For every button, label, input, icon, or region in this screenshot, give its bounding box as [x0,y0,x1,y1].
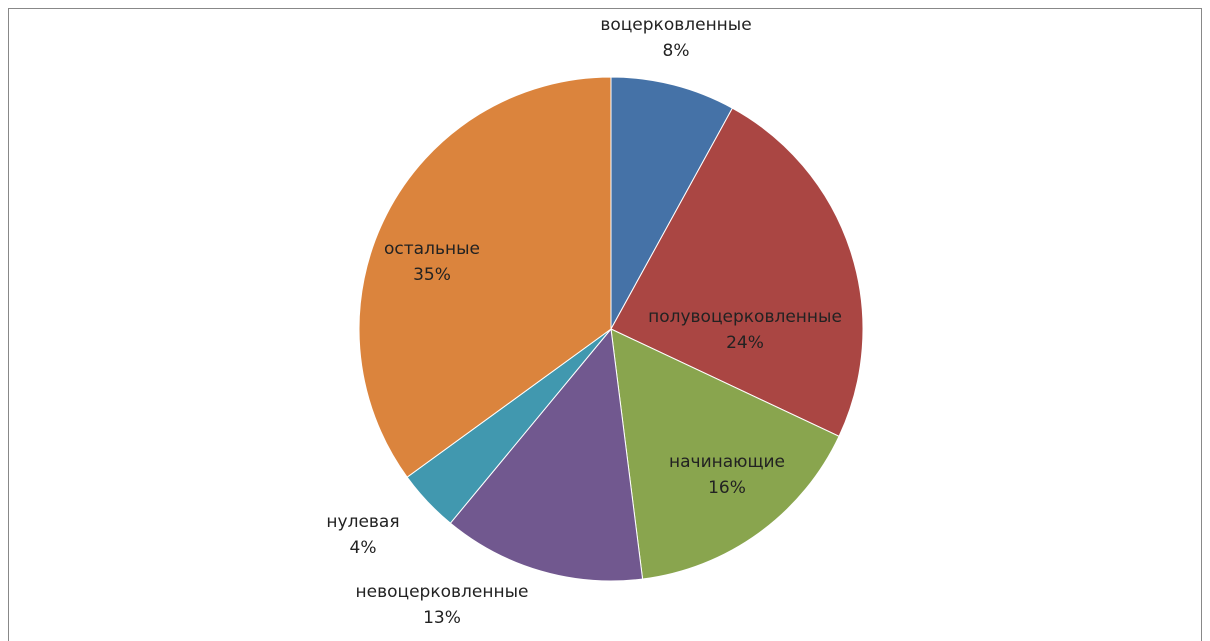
pie-slice [449,327,644,582]
pie-slice [610,107,864,437]
pie-slice [610,328,840,580]
pie-slice [358,76,612,478]
slice-value-label: 16% [708,478,746,498]
slice-value-label: 4% [350,538,377,558]
pie-slice [610,76,734,330]
slice-label: невоцерковленные [356,582,529,602]
slice-label: воцерковленные [600,15,751,35]
slice-value-label: 24% [726,333,764,353]
slice-value-label: 35% [413,265,451,285]
slice-value-label: 13% [423,608,461,628]
slice-label: нулевая [326,512,399,532]
chart-frame [8,8,1202,641]
slice-value-label: 8% [663,41,690,61]
slice-label: полувоцерковленные [648,307,842,327]
slice-label: остальные [384,239,480,259]
slice-label: начинающие [669,452,785,472]
